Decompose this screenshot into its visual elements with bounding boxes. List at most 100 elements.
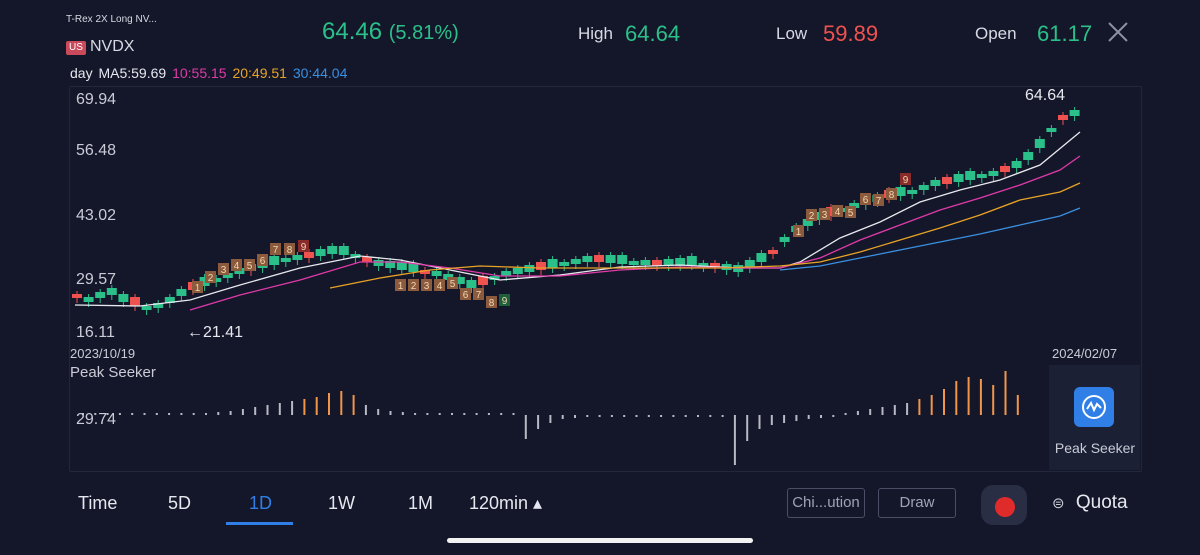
indicator-bar: [795, 415, 798, 421]
indicator-bar: [992, 385, 995, 415]
td-count-label: 2: [411, 281, 417, 292]
draw-button[interactable]: Draw: [878, 488, 956, 518]
indicator-bar: [315, 397, 318, 415]
y-axis-label: 16.11: [76, 324, 115, 341]
tab-1d[interactable]: 1D: [249, 493, 273, 513]
tab-1m[interactable]: 1M: [408, 493, 434, 513]
candle: [478, 276, 488, 285]
ma20-line: [329, 182, 1081, 289]
td-count-badge: [886, 188, 897, 200]
candle: [756, 253, 767, 262]
candle: [988, 171, 999, 176]
td-count-label: 6: [260, 256, 266, 267]
td-count-label: 1: [398, 281, 404, 292]
td-count-badge: [270, 243, 281, 255]
indicator-bar: [500, 413, 503, 415]
candle: [141, 306, 152, 310]
candle: [930, 180, 941, 186]
indicator-bar: [118, 413, 121, 415]
indicator-bar: [426, 413, 429, 415]
indicator-bar: [660, 415, 663, 417]
indicator-bar: [340, 391, 343, 415]
indicator-bar: [475, 413, 478, 415]
indicator-bar: [893, 405, 896, 415]
candle: [420, 270, 430, 274]
indicator-bar: [561, 415, 564, 419]
high-value: 64.64: [625, 21, 681, 46]
candle: [617, 255, 628, 264]
y-axis-label: 56.48: [76, 142, 117, 159]
low-label: Low: [776, 24, 808, 43]
indicator-bar: [820, 415, 822, 418]
candle: [350, 254, 361, 258]
td-count-badge: [434, 279, 445, 291]
candle: [95, 292, 106, 298]
td-count-badge: [806, 209, 817, 221]
candle: [292, 255, 303, 260]
indicator-bar: [155, 413, 158, 415]
td-count-badge: [860, 193, 871, 205]
candle: [466, 280, 477, 288]
indicator-bar: [844, 413, 847, 415]
indicator-bar: [266, 405, 269, 415]
td-count-badge: [473, 288, 484, 300]
candle: [594, 255, 604, 262]
candle: [1058, 115, 1068, 120]
candle: [501, 271, 512, 276]
indicator-bar: [352, 395, 355, 415]
indicator-bar: [574, 415, 576, 418]
candle: [628, 261, 639, 265]
candle: [744, 260, 755, 268]
indicator-bar: [229, 411, 232, 415]
indicator-bar: [241, 409, 244, 415]
active-tab-indicator: [226, 522, 293, 525]
candle: [512, 268, 523, 274]
td-count-label: 1: [796, 227, 802, 238]
candle: [907, 190, 918, 194]
tab-120min[interactable]: 120min ▴: [469, 493, 543, 513]
candle: [582, 256, 593, 262]
candle: [153, 303, 164, 308]
indicator-bar: [979, 379, 982, 415]
chart-area[interactable]: [69, 86, 1142, 472]
open-value: 61.17: [1037, 21, 1093, 46]
td-count-badge: [395, 279, 406, 291]
indicator-bar: [906, 403, 909, 415]
tab-5d[interactable]: 5D: [168, 493, 192, 513]
candle: [942, 177, 952, 184]
td-count-label: 5: [450, 279, 456, 290]
quota-button[interactable]: ⊜ Quota: [1052, 492, 1128, 514]
td-count-label: 2: [809, 211, 815, 222]
candle: [118, 294, 129, 302]
candle: [663, 259, 674, 266]
td-count-label: 7: [476, 290, 482, 301]
candle: [454, 277, 465, 284]
candle: [327, 246, 338, 254]
td-count-badge: [218, 263, 229, 275]
indicator-bar: [930, 395, 933, 415]
indicator-bar: [512, 413, 515, 415]
indicator-bar: [217, 412, 220, 415]
candle: [280, 258, 291, 262]
td-count-label: 3: [221, 265, 227, 276]
candle: [176, 289, 187, 296]
y-axis-label: 69.94: [76, 91, 117, 108]
candle: [83, 297, 94, 302]
tab-1w[interactable]: 1W: [328, 493, 355, 513]
indicator-bar: [783, 415, 786, 423]
peak-seeker-icon[interactable]: [1074, 387, 1114, 427]
last-price: 64.46 (5.81%): [322, 18, 459, 46]
td-count-badge: [205, 271, 216, 283]
td-count-label: 8: [287, 245, 293, 256]
td-count-badge: [244, 259, 255, 271]
indicator-bar: [807, 415, 810, 419]
td-count-badge: [793, 225, 804, 237]
close-x-icon[interactable]: [1106, 20, 1130, 44]
indicator-bar: [451, 413, 453, 415]
td-count-label: 9: [301, 242, 307, 253]
candle: [849, 203, 860, 208]
indicator-bar: [401, 412, 404, 415]
indicator-bar: [610, 415, 613, 417]
tab-time[interactable]: Time: [78, 493, 118, 513]
chip-distribution-button[interactable]: Chi...ution: [787, 488, 865, 518]
